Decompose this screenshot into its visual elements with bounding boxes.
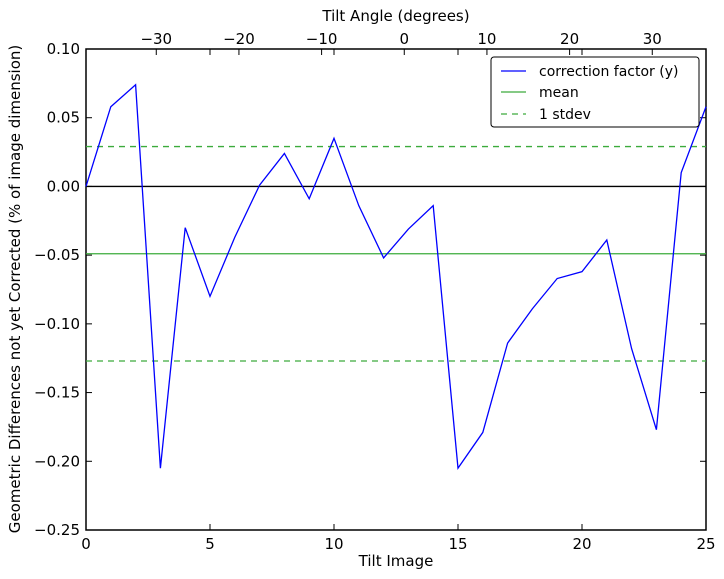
correction-factor-series-line xyxy=(85,83,707,470)
legend: correction factor (y) mean 1 stdev xyxy=(490,56,700,128)
x-tick-label: 0 xyxy=(81,535,91,553)
y-tick-label: −0.10 xyxy=(34,315,80,333)
top-tick-label: 10 xyxy=(477,30,496,48)
top-tick-label: 0 xyxy=(399,30,409,48)
legend-label-mean: mean xyxy=(539,85,579,101)
top-tick-label: −30 xyxy=(140,30,172,48)
legend-label-stdev: 1 stdev xyxy=(539,107,591,123)
legend-box xyxy=(490,56,700,128)
top-tick-label: −10 xyxy=(306,30,338,48)
x-axis-title: Tilt Image xyxy=(358,552,434,570)
ticks-layer: 0 5 10 15 20 25 0.10 0.05 0.00 −0.05 −0.10 −0.15 −0.… xyxy=(34,30,716,553)
x-tick-label: 15 xyxy=(448,535,467,553)
y-tick-label: −0.25 xyxy=(34,521,80,539)
top-axis-title: Tilt Angle (degrees) xyxy=(321,7,469,25)
legend-label-correction-factor: correction factor (y) xyxy=(539,64,678,80)
x-tick-label: 20 xyxy=(572,535,591,553)
y-tick-label: 0.00 xyxy=(47,177,80,195)
x-tick-label: 5 xyxy=(205,535,215,553)
x-tick-label: 10 xyxy=(324,535,343,553)
y-tick-label: −0.05 xyxy=(34,246,80,264)
lines-layer xyxy=(85,83,707,470)
y-tick-label: 0.10 xyxy=(47,40,80,58)
plot-frame xyxy=(85,48,707,531)
top-tick-label: 20 xyxy=(560,30,579,48)
y-tick-label: 0.05 xyxy=(47,109,80,127)
y-tick-label: −0.15 xyxy=(34,384,80,402)
top-tick-label: 30 xyxy=(643,30,662,48)
x-tick-label: 25 xyxy=(696,535,715,553)
y-axis-title: Geometric Differences not yet Corrected … xyxy=(6,45,24,534)
y-tick-label: −0.20 xyxy=(34,452,80,470)
top-tick-label: −20 xyxy=(223,30,255,48)
